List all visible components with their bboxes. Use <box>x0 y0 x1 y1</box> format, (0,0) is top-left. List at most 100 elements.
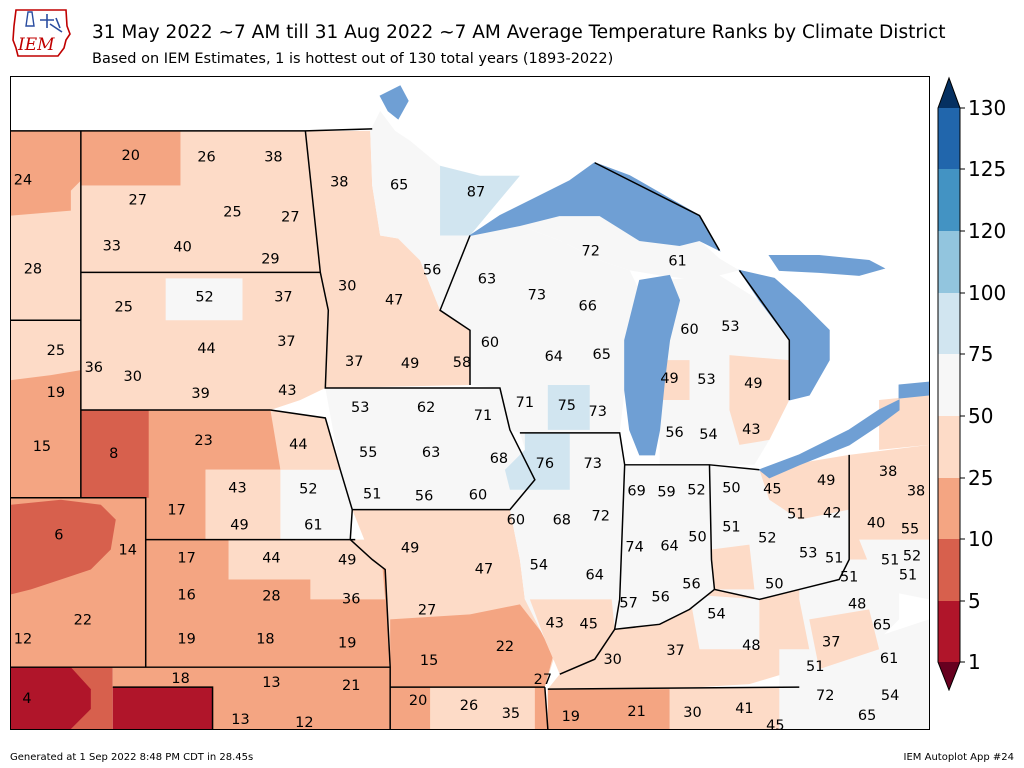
district-rank-label: 40 <box>867 516 885 532</box>
region-fill <box>11 320 81 381</box>
iem-logo-tower-icon <box>25 11 35 27</box>
state-border <box>594 162 791 401</box>
region-fill <box>305 130 470 389</box>
district-rank-label: 18 <box>171 671 189 687</box>
district-rank-label: 69 <box>627 484 645 500</box>
district-rank-label: 28 <box>24 261 42 277</box>
district-rank-label: 54 <box>881 688 899 704</box>
district-rank-label: 44 <box>262 551 280 567</box>
district-rank-label: 15 <box>33 439 51 455</box>
district-rank-label: 30 <box>683 705 701 721</box>
district-rank-label: 56 <box>415 489 433 505</box>
colorbar-bin <box>938 108 960 169</box>
region-fill <box>430 687 535 729</box>
district-rank-label: 53 <box>351 400 369 416</box>
region-fill <box>547 689 670 729</box>
colorbar-max-extension <box>938 78 960 108</box>
region-fill <box>519 215 740 281</box>
colorbar-bin <box>938 601 960 662</box>
district-rank-label: 53 <box>721 319 739 335</box>
district-rank-label: 87 <box>467 185 485 201</box>
colorbar-tick-label: 5 <box>968 589 981 613</box>
state-border <box>544 686 800 729</box>
state-border <box>304 130 536 511</box>
district-rank-label: 20 <box>409 693 427 709</box>
region-fill <box>614 464 715 630</box>
district-rank-label: 37 <box>345 354 363 370</box>
region-fill <box>547 385 590 430</box>
district-rank-label: 61 <box>880 651 898 667</box>
region-fill <box>779 619 929 729</box>
region-fill <box>529 599 615 675</box>
district-rank-label: 71 <box>474 408 492 424</box>
district-rank-label: 49 <box>338 553 356 569</box>
region-fill <box>80 130 321 273</box>
colorbar-tick-label: 25 <box>968 466 993 490</box>
district-rank-label: 51 <box>806 659 824 675</box>
lake-ontario <box>898 381 929 399</box>
colorbar-tick-label: 130 <box>968 96 1006 120</box>
district-rank-label: 64 <box>660 539 678 555</box>
lake-michigan-bay <box>768 254 886 276</box>
district-rank-label: 45 <box>580 616 598 632</box>
colorbar-tick-label: 120 <box>968 219 1006 243</box>
district-rank-label: 60 <box>680 322 698 338</box>
district-rank-label: 72 <box>816 688 834 704</box>
district-rank-label: 26 <box>460 698 478 714</box>
district-rank-label: 47 <box>475 561 493 577</box>
region-fill <box>711 544 755 590</box>
district-rank-label: 51 <box>825 551 843 567</box>
district-rank-label: 51 <box>899 567 917 583</box>
district-rank-label: 38 <box>907 484 925 500</box>
colorbar-tick-label: 50 <box>968 404 993 428</box>
colorbar-bin <box>938 293 960 354</box>
colorbar-tick-label: 1 <box>968 650 981 674</box>
district-rank-label: 48 <box>848 596 866 612</box>
district-rank-label: 56 <box>651 589 669 605</box>
district-rank-label: 65 <box>873 617 891 633</box>
district-rank-label: 4 <box>22 691 31 707</box>
district-rank-label: 55 <box>359 445 377 461</box>
iem-logo: IEM <box>12 9 71 57</box>
generated-timestamp: Generated at 1 Sep 2022 8:48 PM CDT in 2… <box>10 752 254 763</box>
district-rank-label: 75 <box>558 398 576 414</box>
district-rank-label: 36 <box>342 591 360 607</box>
map-title: 31 May 2022 ~7 AM till 31 Aug 2022 ~7 AM… <box>92 22 946 43</box>
region-fill <box>440 165 520 236</box>
district-rank-label: 6 <box>54 528 63 544</box>
district-rank-label: 64 <box>545 349 563 365</box>
district-rank-label: 60 <box>469 488 487 504</box>
district-rank-label: 19 <box>338 635 356 651</box>
district-rank-label: 13 <box>231 712 249 728</box>
district-rank-label: 58 <box>453 355 471 371</box>
district-rank-label: 51 <box>840 569 858 585</box>
district-rank-label: 27 <box>418 602 436 618</box>
district-rank-label: 51 <box>722 520 740 536</box>
district-rank-label: 56 <box>682 576 700 592</box>
region-fill <box>689 594 760 650</box>
district-rank-label: 66 <box>579 298 597 314</box>
region-fill <box>809 609 880 670</box>
district-rank-label: 56 <box>665 425 683 441</box>
district-rank-label: 21 <box>342 678 360 694</box>
region-fill <box>11 667 91 729</box>
colorbar-min-extension <box>938 662 960 690</box>
district-rank-label: 59 <box>657 485 675 501</box>
district-rank-label: 49 <box>401 541 419 557</box>
region-fill <box>11 370 81 498</box>
district-rank-label: 35 <box>502 706 520 722</box>
state-border <box>11 130 545 729</box>
region-fill <box>80 272 329 410</box>
district-rank-label: 57 <box>619 595 637 611</box>
district-rank-label: 52 <box>903 549 921 565</box>
district-rank-label: 14 <box>119 543 137 559</box>
region-fill <box>165 278 243 321</box>
lake-michigan <box>624 274 681 456</box>
district-rank-label: 12 <box>14 631 32 647</box>
state-border <box>624 464 760 590</box>
district-rank-label: 73 <box>528 287 546 303</box>
district-rank-label: 25 <box>223 205 241 221</box>
district-rank-label: 19 <box>47 385 65 401</box>
district-rank-label: 13 <box>262 675 280 691</box>
district-rank-label: 76 <box>536 456 554 472</box>
